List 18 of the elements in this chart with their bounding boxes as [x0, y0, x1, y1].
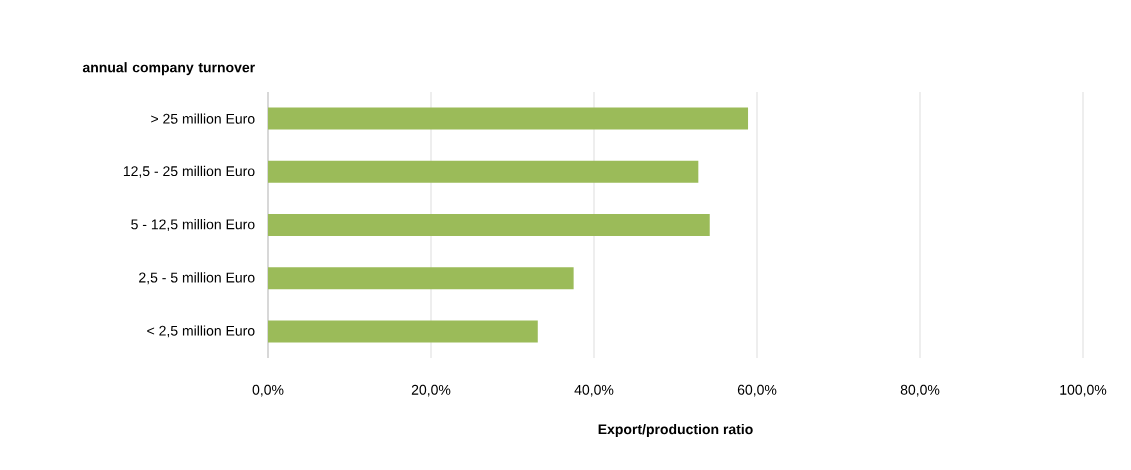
- x-tick-label: 100,0%: [1060, 384, 1107, 397]
- y-tick-label: 12,5 - 25 million Euro: [123, 165, 255, 178]
- y-tick-label: 5 - 12,5 million Euro: [131, 219, 255, 231]
- x-tick-label: 40,0%: [574, 384, 614, 397]
- bar: [268, 107, 749, 130]
- x-tick-label: 0,0%: [252, 384, 284, 397]
- y-tick-label: > 25 million Euro: [151, 113, 255, 124]
- x-axis-title: Export/production ratio: [598, 423, 753, 438]
- bar: [268, 160, 699, 183]
- bar: [268, 267, 574, 290]
- y-tick-label: 2,5 - 5 million Euro: [139, 272, 255, 285]
- y-tick-label: < 2,5 million Euro: [147, 325, 255, 338]
- x-tick-label: 80,0%: [900, 384, 940, 397]
- y-axis-title: annual company turnover: [82, 62, 255, 76]
- bar: [268, 320, 538, 343]
- x-tick-label: 60,0%: [737, 384, 777, 397]
- bar: [268, 214, 710, 236]
- x-tick-label: 20,0%: [411, 384, 451, 397]
